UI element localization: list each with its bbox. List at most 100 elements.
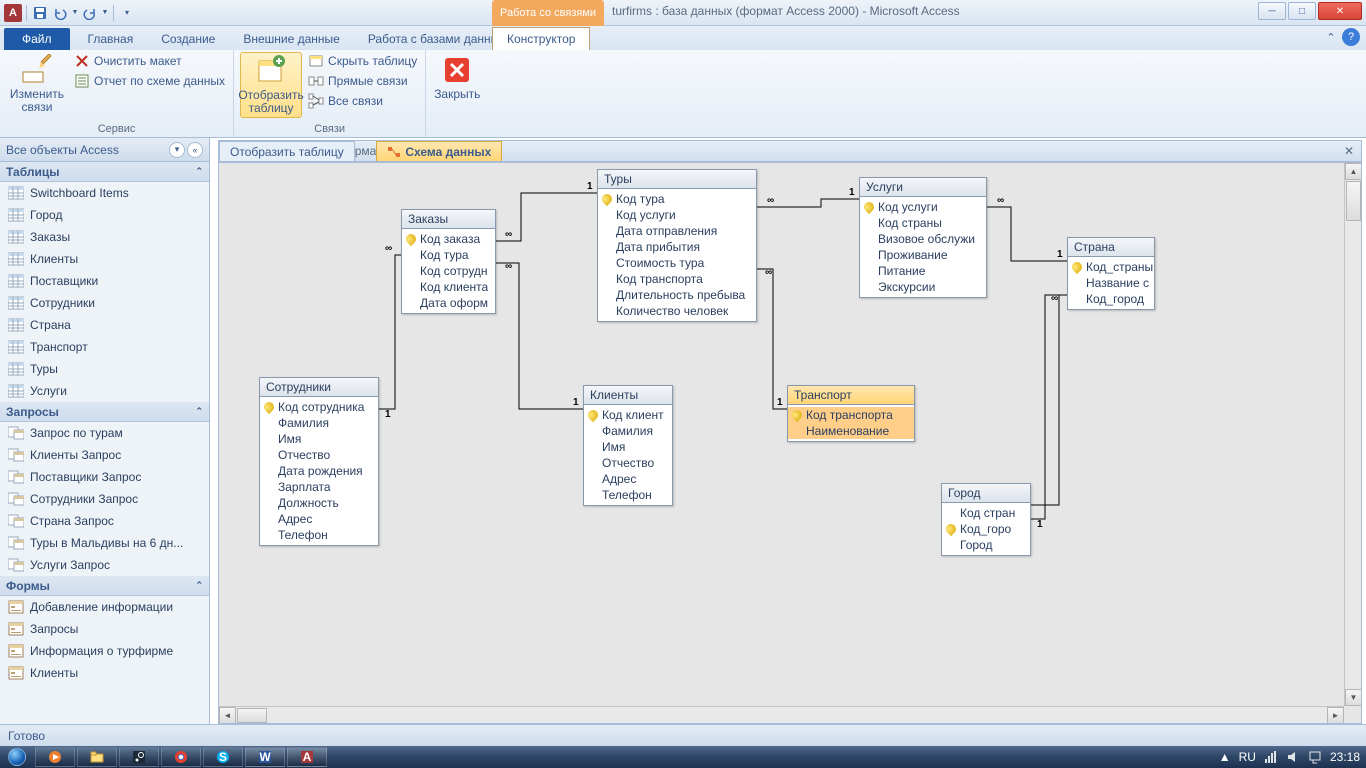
table-field[interactable]: Код_горо xyxy=(942,521,1030,537)
direct-links-button[interactable]: Прямые связи xyxy=(306,72,419,90)
nav-item[interactable]: Услуги Запрос xyxy=(0,554,209,576)
maximize-button[interactable]: □ xyxy=(1288,2,1316,20)
nav-item[interactable]: Запрос по турам xyxy=(0,422,209,444)
table-field[interactable]: Адрес xyxy=(584,471,672,487)
table-field[interactable]: Код транспорта xyxy=(788,407,914,423)
table-box-tury[interactable]: ТурыКод тураКод услугиДата отправленияДа… xyxy=(597,169,757,322)
task-access[interactable]: A xyxy=(287,747,327,767)
table-field[interactable]: Код услуги xyxy=(860,199,986,215)
table-title[interactable]: Услуги xyxy=(860,178,986,197)
table-field[interactable]: Код услуги xyxy=(598,207,756,223)
table-field[interactable]: Код тура xyxy=(598,191,756,207)
edit-relations-button[interactable]: Изменить связи xyxy=(6,52,68,116)
table-field[interactable]: Фамилия xyxy=(260,415,378,431)
table-title[interactable]: Страна xyxy=(1068,238,1154,257)
close-button[interactable]: ✕ xyxy=(1318,2,1362,20)
nav-item[interactable]: Транспорт xyxy=(0,336,209,358)
table-title[interactable]: Заказы xyxy=(402,210,495,229)
table-field[interactable]: Экскурсии xyxy=(860,279,986,295)
table-field[interactable]: Зарплата xyxy=(260,479,378,495)
nav-item[interactable]: Поставщики xyxy=(0,270,209,292)
table-field[interactable]: Код сотрудн xyxy=(402,263,495,279)
table-field[interactable]: Длительность пребыва xyxy=(598,287,756,303)
nav-item[interactable]: Услуги xyxy=(0,380,209,402)
table-title[interactable]: Туры xyxy=(598,170,756,189)
help-icon[interactable]: ? xyxy=(1342,28,1360,46)
task-steam[interactable] xyxy=(119,747,159,767)
tray-action-icon[interactable] xyxy=(1308,750,1322,764)
table-field[interactable]: Код_город xyxy=(1068,291,1154,307)
nav-item[interactable]: Туры в Мальдивы на 6 дн... xyxy=(0,532,209,554)
vertical-scrollbar[interactable]: ▲ ▼ xyxy=(1344,163,1361,706)
nav-section-forms[interactable]: Формы⌃ xyxy=(0,576,209,596)
schema-canvas[interactable]: 1∞∞1∞1∞1∞1∞11∞ ЗаказыКод заказаКод тураК… xyxy=(219,163,1359,723)
table-box-strana[interactable]: СтранаКод_страныНазвание сКод_город xyxy=(1067,237,1155,310)
all-links-button[interactable]: Все связи xyxy=(306,92,419,110)
tab-home[interactable]: Главная xyxy=(74,28,148,50)
doc-tab-show-table[interactable]: Отобразить таблицу xyxy=(219,141,355,161)
nav-item[interactable]: Сотрудники Запрос xyxy=(0,488,209,510)
task-skype[interactable]: S xyxy=(203,747,243,767)
nav-dropdown-icon[interactable]: ▾ xyxy=(169,142,185,158)
task-word[interactable]: W xyxy=(245,747,285,767)
tab-create[interactable]: Создание xyxy=(147,28,229,50)
table-title[interactable]: Город xyxy=(942,484,1030,503)
table-field[interactable]: Наименование xyxy=(788,423,914,439)
tray-up-icon[interactable]: ▲ xyxy=(1219,750,1231,764)
scroll-left-icon[interactable]: ◄ xyxy=(219,707,236,724)
scroll-up-icon[interactable]: ▲ xyxy=(1345,163,1362,180)
table-field[interactable]: Визовое обслужи xyxy=(860,231,986,247)
nav-section-tables[interactable]: Таблицы⌃ xyxy=(0,162,209,182)
table-field[interactable]: Код сотрудника xyxy=(260,399,378,415)
show-table-button[interactable]: Отобразить таблицу xyxy=(240,52,302,118)
nav-item[interactable]: Switchboard Items xyxy=(0,182,209,204)
hide-table-button[interactable]: Скрыть таблицу xyxy=(306,52,419,70)
nav-item[interactable]: Страна xyxy=(0,314,209,336)
tray-volume-icon[interactable] xyxy=(1286,750,1300,764)
nav-item[interactable]: Страна Запрос xyxy=(0,510,209,532)
task-mediaplayer[interactable] xyxy=(35,747,75,767)
table-field[interactable]: Телефон xyxy=(260,527,378,543)
table-field[interactable]: Город xyxy=(942,537,1030,553)
scroll-thumb[interactable] xyxy=(1346,181,1361,221)
tray-network-icon[interactable] xyxy=(1264,750,1278,764)
horizontal-scrollbar[interactable]: ◄ ► xyxy=(219,706,1344,723)
table-field[interactable]: Код тура xyxy=(402,247,495,263)
task-chrome[interactable] xyxy=(161,747,201,767)
table-field[interactable]: Количество человек xyxy=(598,303,756,319)
doc-tab-schema[interactable]: Схема данных xyxy=(376,141,502,161)
save-icon[interactable] xyxy=(31,4,49,22)
table-field[interactable]: Код заказа xyxy=(402,231,495,247)
tab-designer[interactable]: Конструктор xyxy=(492,27,590,50)
table-field[interactable]: Имя xyxy=(584,439,672,455)
table-field[interactable]: Адрес xyxy=(260,511,378,527)
table-box-zakazy[interactable]: ЗаказыКод заказаКод тураКод сотруднКод к… xyxy=(401,209,496,314)
table-field[interactable]: Должность xyxy=(260,495,378,511)
undo-icon[interactable] xyxy=(51,4,69,22)
tray-clock[interactable]: 23:18 xyxy=(1330,750,1360,764)
nav-item[interactable]: Клиенты Запрос xyxy=(0,444,209,466)
file-tab[interactable]: Файл xyxy=(4,28,70,50)
scroll-right-icon[interactable]: ► xyxy=(1327,707,1344,724)
nav-item[interactable]: Поставщики Запрос xyxy=(0,466,209,488)
start-button[interactable] xyxy=(0,746,34,768)
table-box-transport[interactable]: Транспорт Код транспортаНаименование xyxy=(787,385,915,442)
nav-item[interactable]: Информация о турфирме xyxy=(0,640,209,662)
ribbon-minimize-icon[interactable]: ⌃ xyxy=(1322,28,1340,46)
table-field[interactable]: Код транспорта xyxy=(598,271,756,287)
redo-icon[interactable] xyxy=(81,4,99,22)
table-box-uslugi[interactable]: УслугиКод услугиКод страныВизовое обслуж… xyxy=(859,177,987,298)
tab-external[interactable]: Внешние данные xyxy=(229,28,354,50)
nav-header[interactable]: Все объекты Access ▾ « xyxy=(0,138,209,162)
table-title[interactable]: Сотрудники xyxy=(260,378,378,397)
scroll-down-icon[interactable]: ▼ xyxy=(1345,689,1362,706)
table-field[interactable]: Питание xyxy=(860,263,986,279)
table-field[interactable]: Фамилия xyxy=(584,423,672,439)
table-field[interactable]: Дата отправления xyxy=(598,223,756,239)
redo-dropdown-icon[interactable]: ▼ xyxy=(101,4,109,22)
table-box-sotrudniki[interactable]: СотрудникиКод сотрудникаФамилияИмяОтчест… xyxy=(259,377,379,546)
tray-lang[interactable]: RU xyxy=(1239,750,1256,764)
table-field[interactable]: Код стран xyxy=(942,505,1030,521)
table-title[interactable]: Транспорт xyxy=(788,386,914,405)
qat-customize-icon[interactable]: ▾ xyxy=(118,4,136,22)
